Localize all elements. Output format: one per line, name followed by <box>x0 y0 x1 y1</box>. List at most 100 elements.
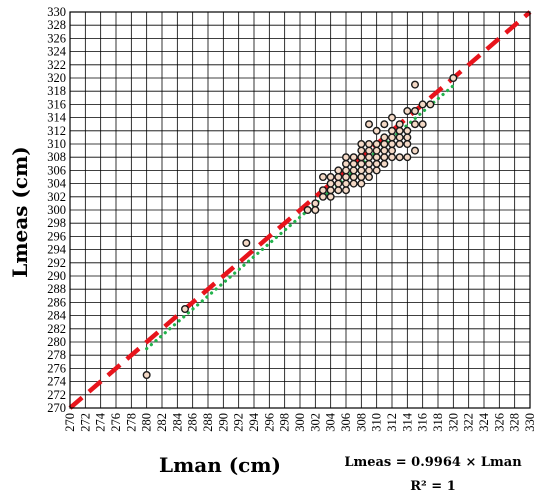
x-tick-label: 278 <box>124 413 138 432</box>
data-point <box>372 126 381 135</box>
y-tick-label: 318 <box>47 84 66 98</box>
data-point <box>388 153 397 162</box>
y-tick-label: 316 <box>47 97 66 111</box>
data-point <box>403 139 412 148</box>
x-tick-label: 324 <box>477 412 491 432</box>
data-points <box>142 73 458 380</box>
data-point <box>357 179 366 188</box>
x-tick-labels: 270 272 274 276 278 280 282 284 286 288 290 292 294 2… <box>63 412 537 432</box>
data-point <box>349 153 358 162</box>
y-tick-label: 272 <box>47 388 66 402</box>
y-tick-label: 276 <box>47 361 66 375</box>
y-tick-label: 320 <box>47 71 66 85</box>
data-point <box>357 146 366 155</box>
data-point <box>426 100 435 109</box>
data-point <box>403 133 412 142</box>
data-point <box>319 186 328 195</box>
r-squared-annotation: R² = 1 <box>410 479 456 494</box>
data-point <box>380 120 389 129</box>
equation-annotation: Lmeas = 0.9964 × Lman <box>344 455 522 470</box>
data-point <box>319 172 328 181</box>
y-tick-label: 310 <box>47 137 66 151</box>
y-tick-label: 304 <box>47 177 67 191</box>
x-tick-label: 310 <box>370 413 384 432</box>
data-point <box>342 179 351 188</box>
data-point <box>334 179 343 188</box>
x-tick-label: 312 <box>385 413 399 432</box>
data-point <box>349 172 358 181</box>
data-point <box>319 192 328 201</box>
y-tick-label: 270 <box>47 401 66 415</box>
x-tick-label: 314 <box>400 412 414 432</box>
data-point <box>449 73 458 82</box>
y-tick-label: 284 <box>47 309 67 323</box>
y-axis-title: Lmeas (cm) <box>8 146 32 277</box>
x-tick-label: 308 <box>354 413 368 432</box>
data-point <box>365 166 374 175</box>
data-point <box>411 106 420 115</box>
data-point <box>372 139 381 148</box>
x-tick-label: 292 <box>232 413 246 432</box>
x-tick-label: 328 <box>508 413 522 432</box>
data-point <box>380 146 389 155</box>
y-tick-label: 314 <box>47 111 67 125</box>
data-point <box>411 80 420 89</box>
data-point <box>357 166 366 175</box>
x-tick-label: 284 <box>170 412 184 432</box>
y-tick-label: 274 <box>47 375 67 389</box>
data-point <box>380 153 389 162</box>
y-tick-label: 330 <box>47 5 66 19</box>
x-tick-label: 302 <box>308 413 322 432</box>
x-tick-label: 296 <box>262 413 276 432</box>
data-point <box>326 186 335 195</box>
y-tick-label: 324 <box>47 45 67 59</box>
data-point <box>334 166 343 175</box>
x-tick-label: 306 <box>339 413 353 432</box>
data-point <box>372 166 381 175</box>
y-tick-label: 278 <box>47 348 66 362</box>
data-point <box>357 139 366 148</box>
x-tick-label: 288 <box>201 413 215 432</box>
x-tick-label: 282 <box>155 413 169 432</box>
data-point <box>357 172 366 181</box>
y-tick-label: 326 <box>47 31 66 45</box>
x-tick-label: 272 <box>78 413 92 432</box>
y-tick-label: 328 <box>47 18 66 32</box>
y-tick-label: 290 <box>47 269 66 283</box>
data-point <box>388 139 397 148</box>
data-point <box>403 153 412 162</box>
data-point <box>311 199 320 208</box>
y-tick-label: 308 <box>47 150 66 164</box>
grid <box>69 11 531 409</box>
data-point <box>342 172 351 181</box>
data-point <box>418 120 427 129</box>
data-point <box>242 238 251 247</box>
data-point <box>388 126 397 135</box>
data-point <box>372 159 381 168</box>
data-point <box>311 205 320 214</box>
data-point <box>395 126 404 135</box>
data-point <box>326 192 335 201</box>
x-tick-label: 322 <box>462 413 476 432</box>
data-point <box>395 153 404 162</box>
data-point <box>395 120 404 129</box>
data-point <box>349 166 358 175</box>
data-point <box>303 205 312 214</box>
data-point <box>326 172 335 181</box>
data-point <box>365 153 374 162</box>
y-tick-label: 294 <box>47 243 67 257</box>
data-point <box>411 120 420 129</box>
y-tick-label: 282 <box>47 322 66 336</box>
data-point <box>372 146 381 155</box>
x-tick-label: 330 <box>523 413 537 432</box>
data-point <box>372 153 381 162</box>
x-tick-label: 320 <box>446 413 460 432</box>
y-tick-label: 302 <box>47 190 66 204</box>
x-tick-label: 270 <box>63 413 77 432</box>
data-point <box>365 146 374 155</box>
y-tick-label: 298 <box>47 216 66 230</box>
x-tick-label: 326 <box>492 413 506 432</box>
data-point <box>365 172 374 181</box>
data-point <box>411 146 420 155</box>
